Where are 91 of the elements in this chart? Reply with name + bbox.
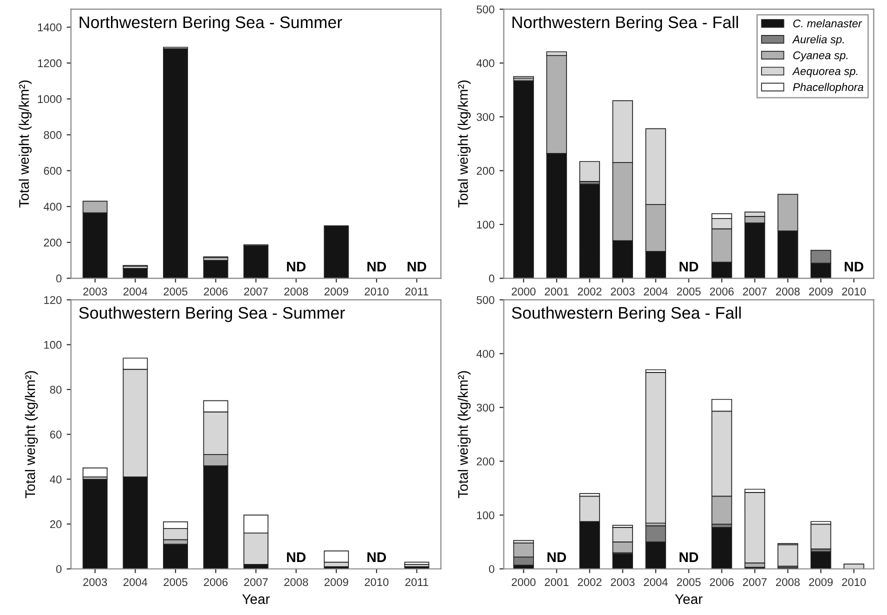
x-tick-label: 2010	[842, 578, 866, 586]
chart-title: Southwestern Bering Sea - Fall	[512, 306, 741, 322]
y-tick-label: 300	[476, 404, 494, 412]
annotation: ND	[680, 262, 698, 272]
x-tick-label: 2008	[284, 578, 308, 586]
x-tick-label: 2003	[610, 578, 635, 586]
x-tick-label: 2008	[776, 578, 800, 586]
y-tick-label: 400	[476, 59, 494, 68]
x-tick-label: 2005	[164, 288, 188, 296]
y-tick-label: 600	[44, 166, 62, 175]
chart-title: Southwestern Bering Sea - Summer	[79, 306, 345, 322]
y-tick-label: 1200	[38, 59, 62, 68]
y-tick-label: 40	[50, 475, 62, 484]
x-tick-label: 2004	[644, 578, 668, 586]
legend-label: Aequorea sp.	[792, 67, 858, 78]
annotation: ND	[287, 552, 306, 562]
legend-label: C. melanaster	[793, 19, 862, 28]
y-tick-label: 0	[56, 274, 62, 282]
x-tick-label: 2001	[544, 578, 568, 586]
x-tick-label: 2002	[578, 578, 602, 586]
legend-label: Phacellophora	[793, 82, 864, 94]
y-tick-label: 100	[477, 511, 494, 520]
x-tick-label: 2000	[512, 578, 536, 586]
annotation: ND	[548, 552, 566, 562]
y-tick-label: 0	[489, 274, 494, 282]
annotation: ND	[367, 262, 386, 272]
y-tick-label: 100	[477, 220, 494, 229]
y-tick-label: 300	[476, 113, 494, 121]
x-tick-label: 2006	[710, 578, 734, 586]
annotation: ND	[680, 552, 698, 562]
x-tick-label: 2002	[578, 288, 602, 296]
y-tick-label: 200	[476, 166, 494, 175]
x-tick-label: 2005	[676, 288, 701, 296]
y-tick-label: 800	[44, 131, 62, 139]
x-tick-label: 2009	[324, 288, 348, 296]
y-axis-title: Total weight (kg/km²)	[24, 371, 38, 498]
y-tick-label: 60	[50, 430, 62, 438]
y-axis-title: Total weight (kg/km²)	[18, 80, 32, 208]
x-axis-title: Year	[675, 594, 703, 604]
y-tick-label: 120	[44, 296, 62, 304]
annotation: ND	[844, 262, 864, 272]
x-tick-label: 2006	[204, 288, 228, 296]
y-tick-label: 1000	[38, 95, 62, 104]
legend-label: Cyanea sp.	[793, 51, 848, 62]
x-tick-label: 2007	[742, 578, 767, 586]
x-tick-label: 2001	[544, 288, 568, 296]
x-tick-label: 2008	[776, 288, 800, 296]
x-tick-label: 2003	[83, 578, 107, 586]
x-tick-label: 2005	[164, 578, 188, 586]
annotation: ND	[408, 262, 426, 272]
x-tick-label: 2009	[324, 578, 348, 586]
y-tick-label: 200	[44, 238, 62, 247]
y-axis-title: Total weight (kg/km²)	[458, 80, 471, 208]
x-tick-label: 2003	[610, 288, 635, 296]
x-tick-label: 2004	[123, 578, 148, 586]
y-tick-label: 400	[476, 350, 494, 358]
annotation: ND	[287, 262, 306, 272]
x-tick-label: 2011	[405, 288, 428, 296]
x-tick-label: 2000	[512, 288, 536, 296]
x-tick-label: 2009	[809, 578, 833, 586]
x-tick-label: 2007	[244, 578, 268, 586]
x-tick-label: 2007	[244, 288, 268, 296]
y-tick-label: 500	[476, 5, 494, 14]
y-tick-label: 200	[476, 458, 494, 466]
y-tick-label: 1400	[38, 23, 62, 32]
x-tick-label: 2010	[364, 578, 388, 586]
x-tick-label: 2010	[842, 288, 866, 296]
legend-label: Aurelia sp.	[792, 35, 844, 46]
x-tick-label: 2008	[284, 288, 308, 296]
x-tick-label: 2009	[809, 288, 833, 296]
y-tick-label: 0	[489, 565, 494, 574]
y-tick-label: 100	[44, 340, 62, 349]
y-tick-label: 400	[44, 202, 62, 211]
chart-title: Northwestern Bering Sea - Fall	[512, 16, 738, 32]
annotation: ND	[367, 552, 386, 562]
x-tick-label: 2006	[204, 578, 228, 586]
x-tick-label: 2007	[742, 288, 767, 296]
chart-title: Northwestern Bering Sea - Summer	[80, 16, 342, 32]
y-tick-label: 0	[56, 565, 62, 574]
x-tick-label: 2005	[676, 578, 701, 586]
x-tick-label: 2010	[364, 288, 388, 296]
y-tick-label: 80	[50, 386, 62, 394]
y-axis-title: Total weight (kg/km²)	[458, 371, 471, 498]
y-tick-label: 20	[50, 520, 62, 528]
y-tick-label: 500	[476, 296, 494, 304]
x-tick-label: 2011	[405, 578, 428, 586]
x-tick-label: 2006	[710, 288, 734, 296]
x-tick-label: 2003	[83, 288, 107, 296]
x-tick-label: 2004	[644, 288, 668, 296]
x-axis-title: Year	[242, 594, 270, 604]
x-tick-label: 2004	[123, 288, 148, 296]
